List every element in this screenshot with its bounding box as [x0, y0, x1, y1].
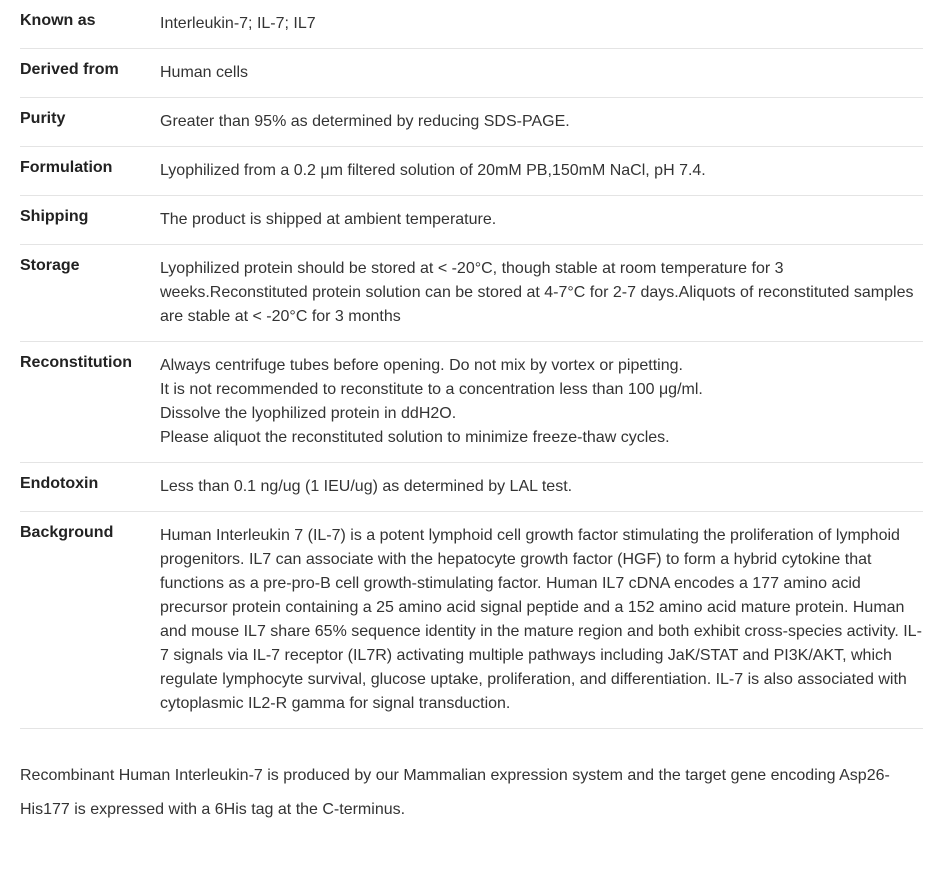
spec-table-body: Known as Interleukin-7; IL-7; IL7 Derive…: [20, 0, 923, 729]
spec-label: Known as: [20, 0, 160, 49]
table-row: Background Human Interleukin 7 (IL-7) is…: [20, 512, 923, 729]
spec-value: Interleukin-7; IL-7; IL7: [160, 0, 923, 49]
table-row: Reconstitution Always centrifuge tubes b…: [20, 342, 923, 463]
spec-label: Background: [20, 512, 160, 729]
table-row: Shipping The product is shipped at ambie…: [20, 196, 923, 245]
table-row: Purity Greater than 95% as determined by…: [20, 98, 923, 147]
table-row: Storage Lyophilized protein should be st…: [20, 245, 923, 342]
spec-label: Endotoxin: [20, 463, 160, 512]
spec-value: Less than 0.1 ng/ug (1 IEU/ug) as determ…: [160, 463, 923, 512]
spec-label: Shipping: [20, 196, 160, 245]
spec-value: Human Interleukin 7 (IL-7) is a potent l…: [160, 512, 923, 729]
footer-description: Recombinant Human Interleukin-7 is produ…: [20, 759, 923, 826]
spec-value: Greater than 95% as determined by reduci…: [160, 98, 923, 147]
spec-value: Always centrifuge tubes before opening. …: [160, 342, 923, 463]
spec-value: Lyophilized from a 0.2 μm filtered solut…: [160, 147, 923, 196]
spec-label: Formulation: [20, 147, 160, 196]
table-row: Endotoxin Less than 0.1 ng/ug (1 IEU/ug)…: [20, 463, 923, 512]
spec-value: Lyophilized protein should be stored at …: [160, 245, 923, 342]
table-row: Formulation Lyophilized from a 0.2 μm fi…: [20, 147, 923, 196]
table-row: Known as Interleukin-7; IL-7; IL7: [20, 0, 923, 49]
spec-label: Reconstitution: [20, 342, 160, 463]
spec-value: Human cells: [160, 49, 923, 98]
spec-label: Storage: [20, 245, 160, 342]
spec-value: The product is shipped at ambient temper…: [160, 196, 923, 245]
spec-label: Derived from: [20, 49, 160, 98]
spec-label: Purity: [20, 98, 160, 147]
table-row: Derived from Human cells: [20, 49, 923, 98]
spec-table: Known as Interleukin-7; IL-7; IL7 Derive…: [20, 0, 923, 729]
